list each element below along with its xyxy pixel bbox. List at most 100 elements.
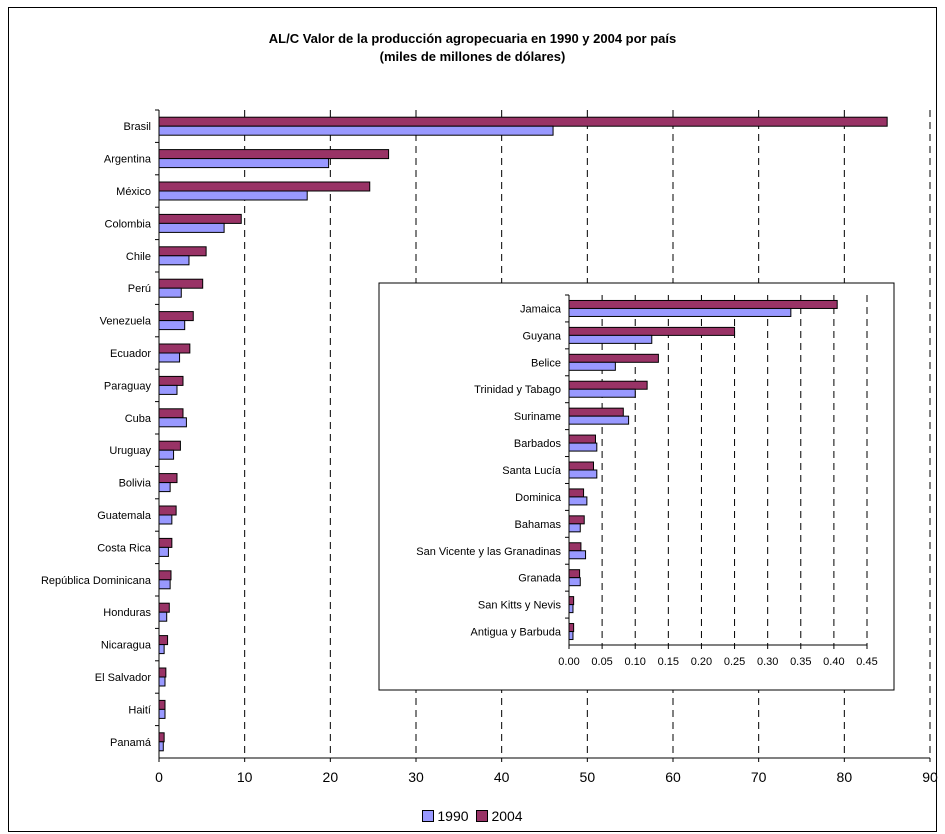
inset-bar-2004	[568, 407, 624, 417]
main-bar-2004	[158, 343, 191, 354]
main-x-tick-label: 20	[323, 769, 339, 785]
main-category-label: Colombia	[105, 218, 152, 230]
inset-bar-1990	[568, 415, 630, 425]
main-category-label: El Salvador	[95, 672, 152, 684]
main-x-tick-label: 30	[408, 769, 424, 785]
main-x-tick-label: 80	[837, 769, 853, 785]
main-category-label: Venezuela	[100, 316, 152, 328]
main-category-label: Nicaragua	[101, 640, 152, 652]
main-bar-2004	[158, 473, 178, 484]
inset-bar-2004	[568, 380, 648, 390]
inset-bar-2004	[568, 623, 575, 633]
main-x-tick-label: 10	[237, 769, 253, 785]
inset-bar-2004	[568, 461, 595, 471]
main-category-label: Honduras	[103, 607, 151, 619]
legend-swatch-2004	[476, 810, 489, 822]
inset-bar-2004	[568, 542, 582, 552]
main-category-label: Uruguay	[109, 445, 151, 457]
inset-category-label: Belice	[531, 357, 561, 369]
main-x-tick-label: 40	[494, 769, 510, 785]
main-bar-1990	[158, 579, 171, 590]
main-group: 0 10 20 30 40 50 60 70 80 90 Brasil Argentina México…	[41, 109, 938, 785]
legend-label-1990: 1990	[437, 808, 469, 824]
inset-category-label: Antigua y Barbuda	[470, 627, 561, 639]
main-bar-2004	[158, 602, 170, 613]
main-bar-1990	[158, 546, 169, 557]
inset-bar-1990	[568, 523, 581, 533]
inset-x-tick-label: 0.30	[757, 656, 778, 668]
main-bar-1990	[158, 449, 175, 460]
inset-bar-2004	[568, 299, 838, 309]
inset-x-tick-label: 0.35	[790, 656, 811, 668]
main-bar-2004	[158, 246, 207, 257]
main-bar-2004	[158, 732, 165, 743]
legend-label-2004: 2004	[491, 808, 523, 824]
chart-title-block: AL/C Valor de la producción agropecuaria…	[0, 30, 945, 66]
inset-bar-1990	[568, 307, 792, 317]
main-bar-2004	[158, 278, 204, 289]
main-category-label: Brasil	[123, 121, 151, 133]
main-x-tick-label: 90	[922, 769, 938, 785]
inset-bar-2004	[568, 515, 585, 525]
inset-bar-2004	[568, 569, 581, 579]
inset-bar-1990	[568, 550, 587, 560]
main-bar-2004	[158, 213, 242, 224]
inset-bar-2004	[568, 488, 585, 498]
main-category-label: México	[116, 186, 151, 198]
main-x-tick-label: 50	[580, 769, 596, 785]
main-category-label: Perú	[128, 283, 151, 295]
main-category-label: Cuba	[125, 413, 152, 425]
inset-x-tick-label: 0.10	[625, 656, 646, 668]
main-bar-1990	[158, 676, 166, 687]
main-bar-2004	[158, 311, 194, 322]
inset-category-label: Barbados	[514, 438, 562, 450]
main-category-label: Chile	[126, 251, 151, 263]
main-bar-2004	[158, 149, 390, 160]
inset-bar-2004	[568, 326, 736, 336]
inset-bar-1990	[568, 442, 598, 452]
main-bar-1990	[158, 417, 187, 428]
main-bar-2004	[158, 440, 181, 451]
inset-x-tick-label: 0.40	[823, 656, 844, 668]
main-bar-1990	[158, 514, 173, 525]
inset-category-label: San Vicente y las Granadinas	[416, 546, 561, 558]
inset-bar-1990	[568, 469, 598, 479]
main-bar-2004	[158, 537, 173, 548]
main-bar-1990	[158, 158, 330, 169]
inset-bar-1990	[568, 334, 653, 344]
inset-x-tick-label: 0.05	[591, 656, 612, 668]
inset-group: 0.00 0.05 0.10 0.15 0.20 0.25 0.30 0.35 0.40 0.45…	[416, 294, 878, 668]
inset-bar-1990	[568, 361, 616, 371]
main-bar-2004	[158, 570, 172, 581]
inset-panel	[378, 282, 895, 691]
inset-category-label: San Kitts y Nevis	[478, 600, 562, 612]
inset-bar-1990	[568, 388, 636, 398]
main-bar-2004	[158, 116, 888, 127]
inset-category-label: Guyana	[522, 330, 561, 342]
inset-category-label: Santa Lucía	[502, 465, 562, 477]
inset-category-label: Trinidad y Tabago	[474, 384, 561, 396]
main-bar-2004	[158, 635, 169, 646]
main-bar-1990	[158, 741, 164, 752]
main-bar-1990	[158, 644, 165, 655]
main-bar-2004	[158, 181, 371, 192]
main-bar-1990	[158, 708, 166, 719]
legend-item-2004: 2004	[476, 808, 523, 824]
legend-swatch-1990	[422, 810, 435, 822]
main-bar-1990	[158, 352, 181, 363]
inset-x-tick-label: 0.20	[691, 656, 712, 668]
chart-subtitle: (miles de millones de dólares)	[379, 49, 566, 64]
main-bar-1990	[158, 320, 186, 331]
inset-category-label: Suriname	[514, 411, 561, 423]
main-bar-2004	[158, 505, 177, 516]
main-category-label: Guatemala	[97, 510, 152, 522]
legend-item-1990: 1990	[422, 808, 469, 824]
main-bar-1990	[158, 287, 182, 298]
main-category-label: Costa Rica	[97, 542, 152, 554]
inset-bar-1990	[568, 496, 588, 506]
inset-category-label: Bahamas	[515, 519, 562, 531]
main-bar-1990	[158, 255, 190, 266]
main-bar-1990	[158, 125, 554, 136]
